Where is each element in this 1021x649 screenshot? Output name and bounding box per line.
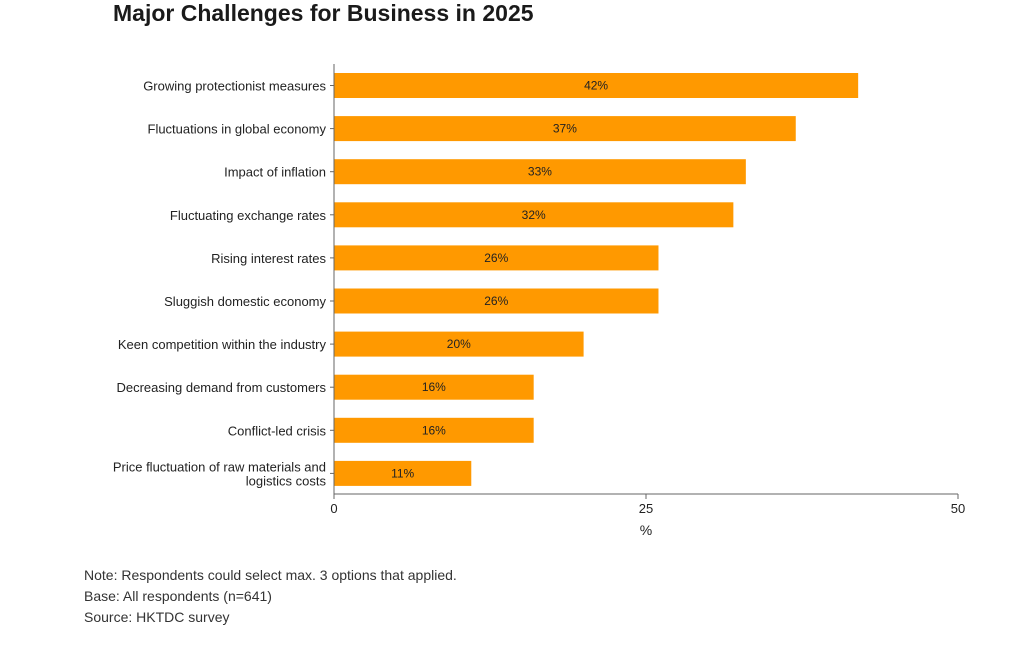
note-text: Note: Respondents could select max. 3 op… [84, 567, 457, 583]
data-label: 42% [584, 79, 608, 93]
data-label: 16% [422, 380, 446, 394]
category-label: Conflict-led crisis [228, 423, 327, 438]
bar [334, 73, 859, 98]
bar [334, 202, 734, 228]
category-label: Price fluctuation of raw materials and [113, 459, 326, 474]
data-label: 37% [553, 122, 577, 136]
x-tick-label: 50 [951, 501, 965, 516]
x-axis-label: % [640, 522, 652, 538]
bar [334, 288, 659, 314]
category-label: Growing protectionist measures [143, 79, 326, 94]
data-label: 33% [528, 165, 552, 179]
category-label: logistics costs [246, 473, 327, 488]
bar [334, 417, 534, 443]
category-label: Fluctuating exchange rates [170, 208, 327, 223]
chart-notes: Note: Respondents could select max. 3 op… [84, 565, 457, 628]
data-label: 20% [447, 337, 471, 351]
category-label: Fluctuations in global economy [148, 122, 327, 137]
base-text: Base: All respondents (n=641) [84, 588, 272, 604]
data-label: 32% [522, 208, 546, 222]
category-label: Keen competition within the industry [118, 337, 327, 352]
bar [334, 159, 746, 185]
category-label: Rising interest rates [211, 251, 326, 266]
category-label: Sluggish domestic economy [164, 294, 326, 309]
category-label: Impact of inflation [224, 165, 326, 180]
bar-chart: 42% Growing protectionist measures 37% Fluc… [113, 64, 965, 538]
chart-title: Major Challenges for Business in 2025 [113, 0, 534, 26]
data-label: 26% [484, 294, 508, 308]
data-label: 26% [484, 251, 508, 265]
data-label: 11% [391, 466, 414, 480]
source-text: Source: HKTDC survey [84, 609, 230, 625]
x-tick-label: 0 [330, 501, 337, 516]
category-label: Decreasing demand from customers [116, 380, 326, 395]
data-label: 16% [422, 423, 446, 437]
x-tick-label: 25 [639, 501, 653, 516]
bar [334, 460, 472, 486]
bar [334, 331, 584, 357]
bar [334, 116, 796, 142]
bar [334, 374, 534, 400]
bar [334, 245, 659, 271]
